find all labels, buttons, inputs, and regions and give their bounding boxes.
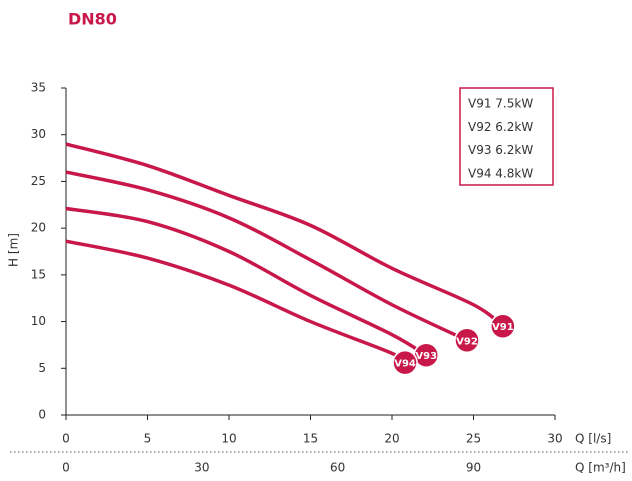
end-marker [490, 313, 516, 339]
x2-tick-label: 30 [194, 461, 209, 475]
legend-entry: V92 6.2kW [468, 120, 533, 134]
x2-axis-label: Q [m³/h] [575, 461, 626, 475]
curve [65, 142, 504, 328]
x-tick-label: 20 [384, 432, 399, 446]
y-tick-label: 15 [31, 267, 46, 281]
marker-label: V93 [415, 351, 437, 362]
legend-entry: V94 4.8kW [468, 166, 533, 180]
x-tick-label: 15 [303, 432, 318, 446]
legend-box [459, 87, 554, 186]
x2-tick-label: 60 [330, 461, 345, 475]
curve [65, 239, 407, 365]
y-tick-label: 10 [31, 314, 46, 328]
x-tick-label: 25 [466, 432, 481, 446]
marker-label: V92 [456, 336, 478, 347]
y-tick-label: 20 [31, 221, 46, 235]
legend-entry: V91 7.5kW [468, 97, 533, 111]
marker-label: V94 [394, 359, 416, 370]
curve [65, 170, 468, 342]
marker-label: V91 [492, 322, 514, 333]
end-marker [454, 327, 480, 354]
curve [65, 206, 428, 357]
x2-tick-label: 90 [466, 461, 481, 475]
y-tick-label: 5 [38, 361, 46, 375]
y-tick-label: 0 [38, 408, 46, 422]
chart-title: DN80 [68, 10, 117, 29]
x-tick-label: 10 [221, 432, 236, 446]
x-tick-label: 30 [547, 432, 562, 446]
x-tick-label: 5 [144, 432, 152, 446]
x-axis-label: Q [l/s] [575, 432, 611, 446]
x-tick-label: 0 [62, 432, 70, 446]
y-axis-label: H [m] [7, 233, 21, 267]
y-tick-label: 30 [31, 127, 46, 141]
y-tick-label: 35 [31, 81, 46, 95]
legend-entry: V93 6.2kW [468, 143, 533, 157]
y-tick-label: 25 [31, 174, 46, 188]
x2-tick-label: 0 [62, 461, 70, 475]
end-marker [392, 349, 418, 376]
